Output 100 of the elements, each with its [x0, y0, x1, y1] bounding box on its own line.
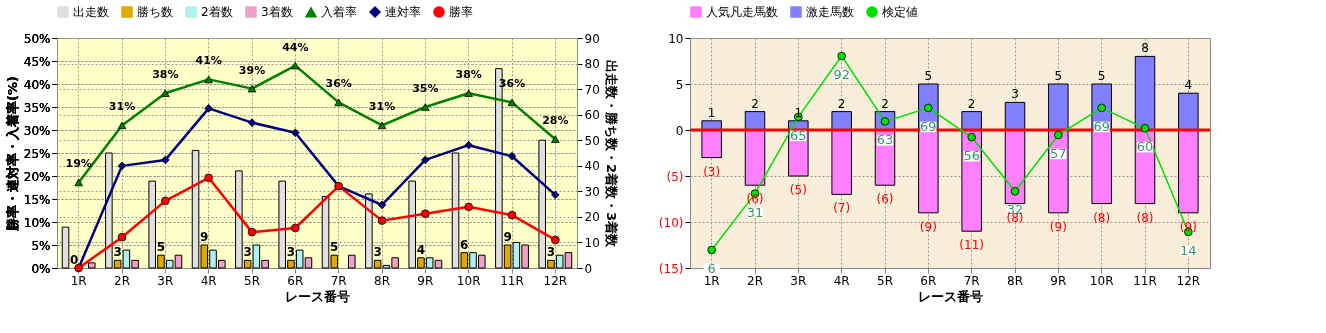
- x-tick-label: 8R: [1007, 273, 1023, 288]
- data-label: (8): [1136, 210, 1154, 225]
- x-tick-label: 5R: [244, 273, 260, 288]
- bar: [831, 129, 852, 195]
- y2-tick-label: 70: [584, 82, 600, 97]
- data-label: 3: [546, 245, 556, 260]
- y2-tick-label: 40: [584, 159, 600, 174]
- y-axis-title: 勝率・連対率・入着率(%): [4, 76, 20, 232]
- x-tick-label: 9R: [1050, 273, 1067, 288]
- data-label: 57: [1050, 145, 1067, 161]
- y2-tick-label: 10: [584, 235, 600, 250]
- data-label: (5): [789, 183, 807, 197]
- bar: [1091, 129, 1112, 205]
- data-label: 5: [924, 69, 933, 83]
- x-tick-label: 9R: [417, 273, 434, 288]
- bar: [701, 129, 722, 159]
- x-tick-label: 10R: [456, 273, 481, 288]
- y-tick-label: 0%: [31, 261, 51, 276]
- data-label: 3: [373, 245, 382, 260]
- y-tick-label: 15%: [23, 192, 51, 207]
- x-tick-label: 1R: [70, 273, 87, 288]
- data-label: 69: [1093, 118, 1110, 134]
- data-label: 2: [751, 96, 759, 111]
- data-label: 1: [794, 105, 803, 120]
- data-label: 3: [243, 245, 252, 260]
- legend-label: 勝ち数: [137, 5, 173, 19]
- bar: [1178, 92, 1199, 131]
- data-label: 1: [707, 105, 716, 120]
- x-tick-label: 10R: [1089, 273, 1114, 288]
- data-label: (9): [1049, 219, 1067, 234]
- y-tick-label: (5): [666, 169, 684, 184]
- data-label: 19%: [65, 157, 92, 171]
- data-label: (7): [833, 201, 851, 216]
- data-label: 6: [460, 237, 469, 252]
- x-tick-label: 4R: [200, 273, 217, 288]
- legend-label: 連対率: [385, 5, 421, 19]
- data-label: 3: [286, 245, 296, 260]
- data-label: 38%: [152, 68, 179, 82]
- data-label: 65: [790, 127, 807, 143]
- y-tick-label: 0: [675, 123, 684, 138]
- data-label: 9: [200, 230, 209, 244]
- bar: [961, 111, 982, 131]
- legend-label: 3着数: [261, 5, 293, 19]
- data-label: 28%: [542, 114, 569, 128]
- y2-tick-label: 20: [584, 210, 600, 225]
- bar: [1178, 129, 1199, 214]
- data-label: 9: [503, 230, 512, 244]
- data-label: 92: [833, 67, 850, 83]
- x-tick-label: 7R: [330, 273, 347, 288]
- x-tick-label: 3R: [157, 273, 174, 288]
- y-tick-label: 20%: [23, 169, 51, 184]
- y-tick-label: (15): [658, 261, 684, 276]
- x-tick-label: 11R: [1133, 273, 1157, 288]
- x-tick-label: 5R: [877, 273, 893, 288]
- y2-tick-label: 0: [584, 261, 593, 276]
- y-tick-label: 25%: [23, 146, 51, 161]
- x-tick-label: 12R: [1176, 273, 1201, 288]
- x-tick-label: 6R: [920, 273, 937, 288]
- y-tick-label: 10: [668, 31, 684, 46]
- data-label: 4: [416, 242, 426, 257]
- data-label: 2: [837, 96, 846, 111]
- data-label: 63: [876, 132, 894, 148]
- y-tick-label: 45%: [23, 54, 51, 69]
- y-tick-label: 35%: [23, 100, 51, 115]
- bar: [744, 111, 766, 131]
- y-tick-label: (10): [658, 215, 684, 230]
- bar: [1004, 101, 1026, 131]
- data-label: (3): [703, 164, 721, 179]
- data-label: 44%: [282, 40, 309, 54]
- legend-label: 入着率: [321, 5, 357, 20]
- data-label: 3: [113, 245, 122, 260]
- data-label: 31%: [108, 100, 136, 114]
- data-label: 35%: [412, 82, 439, 95]
- data-label: 4: [1184, 78, 1193, 93]
- x-tick-label: 7R: [963, 273, 980, 288]
- legend-label: 勝率: [449, 5, 473, 19]
- data-label: 60: [1136, 139, 1154, 155]
- data-label: 31%: [368, 100, 396, 114]
- data-label: 56: [963, 148, 980, 164]
- bar: [1004, 129, 1026, 205]
- x-tick-label: 4R: [833, 273, 850, 288]
- bar: [701, 120, 722, 131]
- x-tick-label: 6R: [287, 273, 304, 288]
- data-label: 39%: [238, 63, 266, 77]
- data-label: 5: [1054, 69, 1063, 83]
- bar: [348, 254, 356, 269]
- y-tick-label: 10%: [23, 215, 51, 230]
- legend-label: 人気凡走馬数: [706, 5, 778, 19]
- x-tick-label: 2R: [747, 273, 763, 288]
- x-tick-label: 1R: [703, 273, 720, 288]
- y-tick-label: 50%: [23, 31, 51, 46]
- data-label: 6: [707, 260, 716, 276]
- legend-label: 検定値: [882, 5, 918, 19]
- legend-label: 2着数: [201, 5, 233, 19]
- x-tick-label: 12R: [543, 273, 568, 288]
- x-tick-label: 8R: [374, 273, 390, 288]
- bar: [1134, 55, 1156, 131]
- legend-label: 出走数: [73, 5, 109, 19]
- bar: [61, 226, 70, 269]
- data-label: 5: [156, 240, 166, 255]
